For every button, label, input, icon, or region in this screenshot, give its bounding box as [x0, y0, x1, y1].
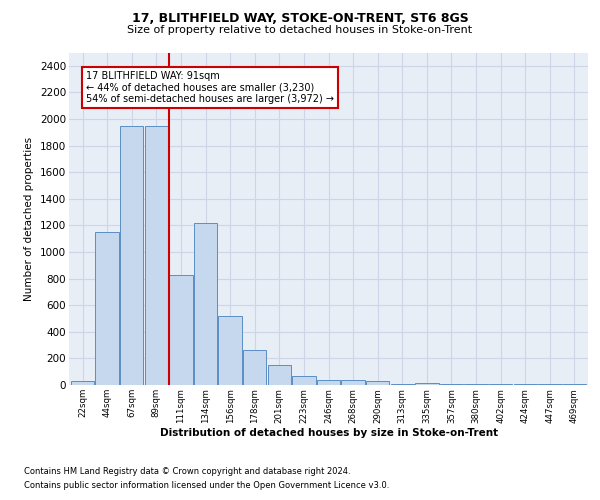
Bar: [391, 384, 414, 385]
Bar: [71, 381, 94, 385]
Text: 17, BLITHFIELD WAY, STOKE-ON-TRENT, ST6 8GS: 17, BLITHFIELD WAY, STOKE-ON-TRENT, ST6 …: [131, 12, 469, 26]
Bar: [514, 384, 537, 385]
Bar: [563, 384, 586, 385]
Bar: [120, 126, 143, 385]
Text: Distribution of detached houses by size in Stoke-on-Trent: Distribution of detached houses by size …: [160, 428, 498, 438]
Bar: [268, 365, 291, 385]
Bar: [366, 381, 389, 385]
Bar: [489, 384, 512, 385]
Bar: [440, 384, 463, 385]
Text: 17 BLITHFIELD WAY: 91sqm
← 44% of detached houses are smaller (3,230)
54% of sem: 17 BLITHFIELD WAY: 91sqm ← 44% of detach…: [86, 71, 334, 104]
Bar: [95, 232, 119, 385]
Bar: [341, 380, 365, 385]
Bar: [169, 274, 193, 385]
Text: Contains HM Land Registry data © Crown copyright and database right 2024.: Contains HM Land Registry data © Crown c…: [24, 468, 350, 476]
Bar: [243, 350, 266, 385]
Bar: [415, 383, 439, 385]
Bar: [317, 380, 340, 385]
Text: Contains public sector information licensed under the Open Government Licence v3: Contains public sector information licen…: [24, 481, 389, 490]
Bar: [464, 384, 488, 385]
Text: Size of property relative to detached houses in Stoke-on-Trent: Size of property relative to detached ho…: [127, 25, 473, 35]
Bar: [194, 222, 217, 385]
Y-axis label: Number of detached properties: Number of detached properties: [25, 136, 34, 301]
Bar: [218, 316, 242, 385]
Bar: [292, 376, 316, 385]
Bar: [538, 384, 562, 385]
Bar: [145, 126, 168, 385]
